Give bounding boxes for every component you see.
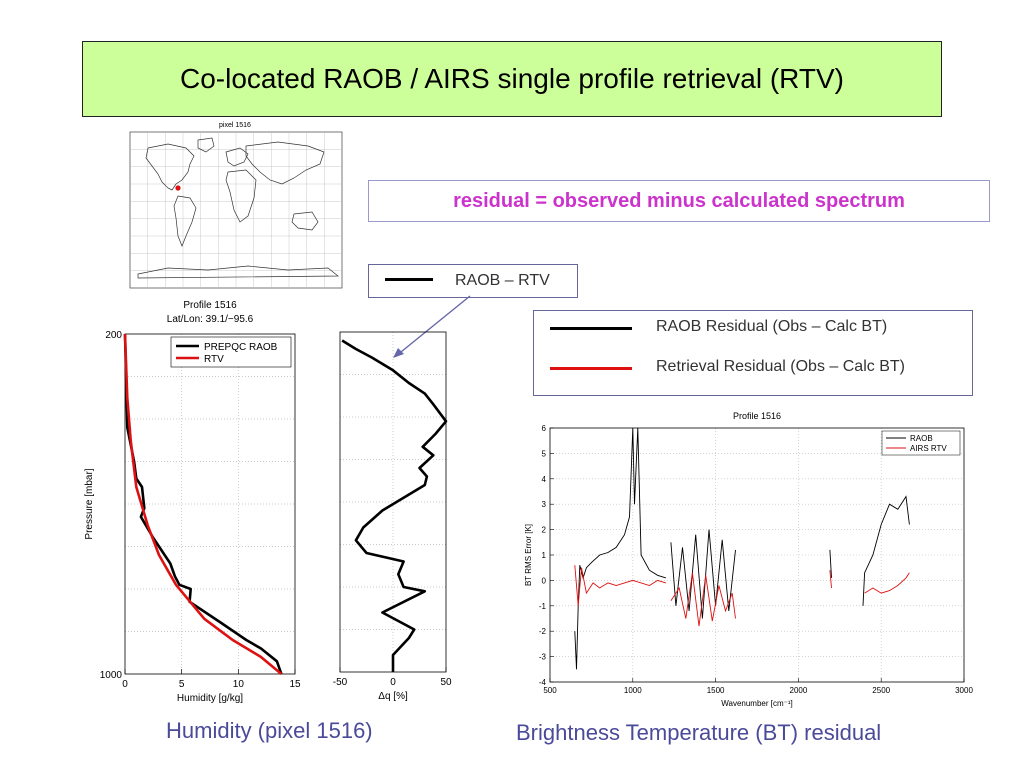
chart1-x-tick-label: 15 (289, 679, 301, 690)
chart1-legend-label: PREPQC RAOB (204, 342, 278, 353)
chart3-y-tick-label: 1 (542, 551, 547, 560)
chart3-y-tick-label: -3 (539, 653, 547, 662)
chart3-y-tick-label: -1 (539, 602, 547, 611)
chart3-x-tick-label: 3000 (955, 686, 973, 695)
chart3-y-tick-label: 4 (542, 475, 547, 484)
annotation-arrow (393, 295, 471, 358)
caption-bt-residual: Brightness Temperature (BT) residual (516, 720, 882, 745)
annotation-arrow-line (395, 295, 471, 357)
raob-rtv-legend: RAOB – RTV (368, 264, 578, 298)
delta-q-chart: -50 0 50 Δq [%] (333, 331, 452, 702)
raob-rtv-legend-label: RAOB – RTV (455, 272, 550, 289)
chart3-legend-box (881, 430, 961, 456)
chart1-subtitle: Lat/Lon: 39.1/−95.6 (167, 314, 254, 325)
chart1-x-tick-label: 10 (233, 679, 245, 690)
chart1-y-tick-label: 1000 (100, 670, 123, 681)
chart3-series-raob (574, 428, 910, 670)
slide-title-box: Co-located RAOB / AIRS single profile re… (82, 41, 942, 117)
chart1-title: Profile 1516 (183, 300, 237, 311)
chart3-title: Profile 1516 (733, 411, 781, 421)
chart1-x-tick-label: 5 (179, 679, 185, 690)
chart3-x-tick-label: 2500 (872, 686, 890, 695)
bt-residual-chart: Profile 1516 500 1000 1500 2000 2500 3000 -4 -3 -… (524, 411, 973, 708)
chart3-y-tick-label: -4 (539, 678, 547, 687)
chart3-x-tick-label: 2000 (790, 686, 808, 695)
chart3-y-label: BT RMS Error [K] (524, 524, 533, 586)
chart3-y-tick-label: 5 (542, 449, 547, 458)
chart3-legend-label: RAOB (910, 434, 933, 443)
annotation-arrow-head (393, 348, 404, 358)
asia-outline (245, 141, 325, 185)
chart1-y-label: Pressure [mbar] (84, 468, 95, 539)
map-location-marker (175, 185, 181, 191)
chart1-legend-box (170, 336, 292, 368)
chart3-y-tick-label: 0 (542, 576, 547, 585)
chart1-legend-label: RTV (204, 354, 224, 365)
chart1-y-tick-label: 200 (105, 330, 122, 341)
chart1-x-label: Humidity [g/kg] (177, 693, 243, 704)
chart3-x-label: Wavenumber [cm⁻¹] (721, 699, 793, 708)
residual-legend: RAOB Residual (Obs – Calc BT) Retrieval … (533, 310, 973, 396)
south-america-outline (173, 195, 197, 247)
chart3-y-tick-label: 6 (542, 424, 547, 433)
chart1-series-rtv (123, 333, 283, 675)
slide-title: Co-located RAOB / AIRS single profile re… (180, 63, 844, 94)
africa-outline (225, 169, 257, 223)
chart2-series-raob-minus-rtv (341, 339, 448, 672)
chart3-x-tick-label: 500 (543, 686, 557, 695)
chart3-x-tick-label: 1000 (624, 686, 642, 695)
map-gridlines (130, 132, 342, 288)
chart1-frame (124, 333, 296, 675)
chart3-y-tick-label: -2 (539, 627, 547, 636)
chart2-x-tick-label: 0 (390, 677, 396, 688)
chart2-x-label: Δq [%] (378, 691, 408, 702)
map-coastlines (137, 137, 339, 279)
chart3-y-tick-label: 2 (542, 526, 547, 535)
humidity-profile-chart: Profile 1516 Lat/Lon: 39.1/−95.6 0 5 10 15 200… (84, 300, 301, 704)
chart3-x-tick-label: 1500 (707, 686, 725, 695)
residual-note-box: residual = observed minus calculated spe… (368, 180, 990, 222)
residual-note: residual = observed minus calculated spe… (453, 189, 905, 212)
map-title: pixel 1516 (219, 122, 251, 129)
raob-residual-legend-swatch (550, 327, 632, 330)
greenland-outline (197, 137, 215, 153)
australia-outline (291, 211, 319, 231)
chart1-x-tick-label: 0 (122, 679, 128, 690)
europe-outline (225, 147, 249, 167)
world-map: pixel 1516 (129, 122, 343, 289)
chart2-x-tick-label: -50 (333, 677, 348, 688)
raob-rtv-legend-swatch (385, 278, 433, 281)
chart3-y-tick-label: 3 (542, 500, 547, 509)
chart3-series-airs-rtv (574, 565, 910, 627)
north-america-outline (145, 143, 195, 191)
chart2-x-tick-label: 50 (440, 677, 452, 688)
retrieval-residual-legend-swatch (550, 367, 632, 370)
retrieval-residual-legend-label: Retrieval Residual (Obs – Calc BT) (656, 358, 905, 375)
chart3-legend-label: AIRS RTV (910, 444, 947, 453)
antarctica-outline (137, 265, 339, 279)
caption-humidity: Humidity (pixel 1516) (166, 718, 373, 743)
raob-residual-legend-label: RAOB Residual (Obs – Calc BT) (656, 318, 888, 335)
